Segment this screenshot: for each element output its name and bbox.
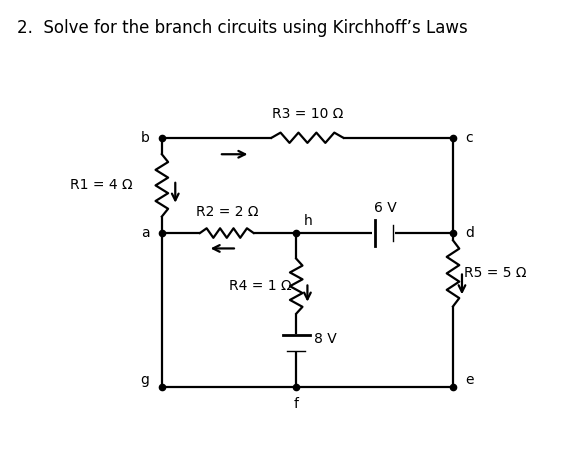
- Text: R4 = 1 Ω: R4 = 1 Ω: [229, 279, 292, 293]
- Text: d: d: [465, 226, 475, 240]
- Text: 2.  Solve for the branch circuits using Kirchhoff’s Laws: 2. Solve for the branch circuits using K…: [17, 19, 468, 37]
- Text: 8 V: 8 V: [314, 332, 337, 347]
- Text: e: e: [465, 373, 474, 387]
- Text: 6 V: 6 V: [375, 201, 397, 216]
- Text: b: b: [140, 131, 149, 145]
- Text: R1 = 4 Ω: R1 = 4 Ω: [70, 178, 133, 192]
- Text: a: a: [140, 226, 149, 240]
- Text: c: c: [465, 131, 473, 145]
- Text: f: f: [294, 397, 299, 411]
- Text: R2 = 2 Ω: R2 = 2 Ω: [195, 205, 258, 219]
- Text: R5 = 5 Ω: R5 = 5 Ω: [464, 267, 527, 280]
- Text: g: g: [140, 373, 149, 387]
- Text: R3 = 10 Ω: R3 = 10 Ω: [272, 107, 343, 121]
- Text: h: h: [304, 214, 313, 228]
